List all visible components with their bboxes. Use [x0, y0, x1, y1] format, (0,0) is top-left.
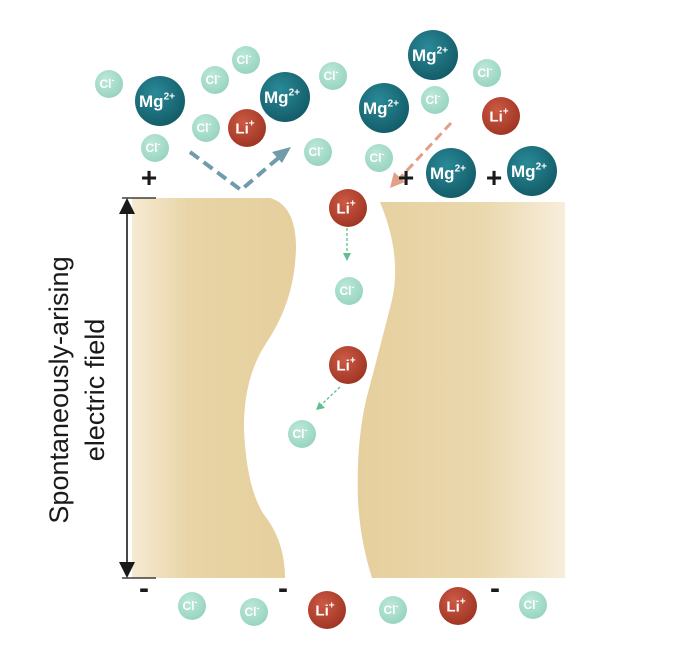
- cl-ion-circle: [201, 66, 229, 94]
- cl-ion: Cl-: [379, 596, 407, 624]
- cl-ion-circle: [232, 46, 260, 74]
- cl-ion-circle: [178, 592, 206, 620]
- cl-ion-circle: [421, 86, 449, 114]
- cl-ion: Cl-: [365, 144, 393, 172]
- li-ion-circle: [439, 587, 477, 625]
- mg-ion: Mg2+: [426, 148, 476, 198]
- cl-ion: Cl-: [141, 134, 169, 162]
- positive-charge-sign: +: [486, 162, 502, 193]
- li-ion-circle: [329, 346, 367, 384]
- charge-signs: + + + - - -: [139, 162, 502, 605]
- mg-ion-circle: [507, 146, 557, 196]
- cl-ion: Cl-: [178, 592, 206, 620]
- cl-ion-label: Cl-: [384, 601, 399, 617]
- cl-ion-label: Cl-: [146, 139, 161, 155]
- right-membrane-wall: [357, 202, 565, 578]
- mg-ion-circle: [408, 30, 458, 80]
- mg-ion: Mg2+: [260, 72, 310, 122]
- li-entry-arrowhead: [390, 172, 405, 188]
- mg-ion: Mg2+: [507, 146, 557, 196]
- field-label: Spontaneously-arising electric field: [44, 256, 110, 523]
- li-ion-circle: [308, 591, 346, 629]
- cl-ion-circle: [240, 598, 268, 626]
- positive-charge-sign: +: [141, 162, 157, 193]
- li-ion: Li+: [308, 591, 346, 629]
- cl-ion: Cl-: [304, 138, 332, 166]
- cl-ion: Cl-: [319, 62, 347, 90]
- cl-ion-label: Cl-: [197, 119, 212, 135]
- li-transport-arrow-lower: [320, 386, 341, 406]
- cl-ion-label: Cl-: [183, 597, 198, 613]
- cl-ion-circle: [335, 277, 363, 305]
- cl-ion-circle: [141, 134, 169, 162]
- mg-ion-circle: [260, 72, 310, 122]
- mg-rejection-arrow: [188, 150, 285, 193]
- li-ion: Li+: [329, 189, 367, 227]
- li-ion: Li+: [329, 346, 367, 384]
- cl-ion-label: Cl-: [426, 91, 441, 107]
- cl-ion: Cl-: [95, 70, 123, 98]
- positive-charge-sign: +: [398, 162, 414, 193]
- li-ion-circle: [329, 189, 367, 227]
- cl-ion-circle: [95, 70, 123, 98]
- cl-ion-label: Cl-: [237, 51, 252, 67]
- cl-ion-label: Cl-: [478, 64, 493, 80]
- cl-ion-circle: [365, 144, 393, 172]
- cl-ion-label: Cl-: [245, 603, 260, 619]
- cl-ion-label: Cl-: [100, 75, 115, 91]
- cl-ion: Cl-: [473, 59, 501, 87]
- cl-ion-label: Cl-: [206, 71, 221, 87]
- cl-ion-circle: [519, 591, 547, 619]
- field-label-line1: Spontaneously-arising: [44, 256, 74, 523]
- li-ion: Li+: [439, 587, 477, 625]
- cl-ion: Cl-: [201, 66, 229, 94]
- mg-ion: Mg2+: [135, 76, 185, 126]
- cl-ion: Cl-: [192, 114, 220, 142]
- cl-ion: Cl-: [232, 46, 260, 74]
- li-ion-circle: [228, 109, 266, 147]
- mg-rejection-arrowhead: [272, 147, 291, 163]
- mg-ion: Mg2+: [359, 83, 409, 133]
- cl-ion-label: Cl-: [324, 67, 339, 83]
- mg-ion-circle: [426, 148, 476, 198]
- cl-ion-circle: [473, 59, 501, 87]
- cl-ion-circle: [379, 596, 407, 624]
- cl-ion: Cl-: [288, 420, 316, 448]
- cl-ion-label: Cl-: [309, 143, 324, 159]
- li-entry-arrow: [398, 121, 453, 180]
- cl-ion: Cl-: [421, 86, 449, 114]
- left-membrane-wall: [132, 198, 296, 578]
- mg-ion-circle: [359, 83, 409, 133]
- mg-ion: Mg2+: [408, 30, 458, 80]
- cl-ion: Cl-: [519, 591, 547, 619]
- li-transport-arrowhead-upper: [343, 253, 351, 261]
- li-transport-arrowhead-lower: [316, 402, 325, 410]
- cl-ion-circle: [304, 138, 332, 166]
- li-ion-circle: [482, 97, 520, 135]
- cl-ion-label: Cl-: [370, 149, 385, 165]
- cl-ion: Cl-: [335, 277, 363, 305]
- negative-charge-sign: -: [139, 572, 149, 605]
- cl-ion-circle: [192, 114, 220, 142]
- li-ion: Li+: [228, 109, 266, 147]
- cl-ion-circle: [288, 420, 316, 448]
- negative-charge-sign: -: [490, 572, 500, 605]
- mg-ion-circle: [135, 76, 185, 126]
- li-ion: Li+: [482, 97, 520, 135]
- cl-ion-label: Cl-: [524, 596, 539, 612]
- cl-ion-label: Cl-: [340, 282, 355, 298]
- negative-charge-sign: -: [278, 572, 288, 605]
- cl-ion-label: Cl-: [293, 425, 308, 441]
- cl-ion-circle: [319, 62, 347, 90]
- field-label-line2: electric field: [80, 319, 110, 462]
- ions-layer: Mg2+ Mg2+Mg2+Mg2+Mg2+ Mg2+Li+ Li+Li+Li+Li+ L…: [95, 30, 557, 629]
- cl-ion: Cl-: [240, 598, 268, 626]
